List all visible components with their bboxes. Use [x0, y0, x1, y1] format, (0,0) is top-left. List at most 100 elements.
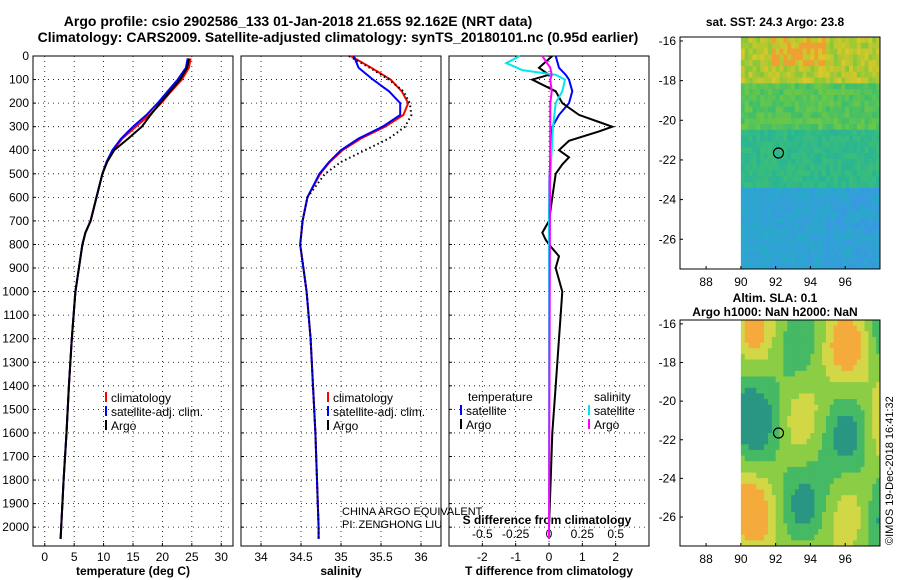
map-cell — [794, 124, 800, 131]
map-cell — [783, 48, 788, 55]
map-cell — [779, 77, 784, 84]
map-cell — [841, 48, 846, 55]
map-cell — [760, 71, 765, 78]
map-cell — [798, 325, 804, 332]
map-cell — [833, 60, 838, 67]
map-cell — [779, 118, 784, 125]
map-cell — [779, 331, 784, 338]
map-cell — [740, 348, 746, 355]
map-cell — [767, 348, 773, 355]
map-cell — [868, 325, 873, 332]
map-cell — [868, 234, 873, 241]
map-cell — [856, 187, 862, 194]
map-cell — [806, 42, 811, 49]
map-cell — [818, 182, 823, 189]
map-cell — [818, 199, 823, 206]
map-cell — [806, 228, 811, 235]
map-cell — [872, 240, 877, 247]
map-cell — [818, 66, 823, 73]
map-cell — [764, 320, 769, 327]
map-cell — [775, 170, 780, 177]
map-cell — [787, 529, 792, 536]
map-cell — [775, 444, 780, 451]
map-cell — [814, 141, 819, 148]
map-cell — [845, 421, 850, 428]
map-cell — [764, 66, 769, 73]
map-cell — [852, 66, 858, 73]
map-cell — [841, 263, 846, 270]
map-cell — [791, 245, 796, 252]
map-cell — [806, 461, 811, 468]
map-cell — [860, 211, 865, 218]
map-cell — [783, 182, 788, 189]
map-cell — [744, 106, 749, 113]
map-cell — [802, 48, 807, 55]
map-cell — [864, 393, 869, 400]
map-cell — [872, 534, 877, 541]
map-cell — [833, 512, 838, 519]
map-cell — [744, 89, 749, 96]
map-cell — [822, 393, 827, 400]
map-cell — [756, 376, 761, 383]
map-cell — [872, 489, 877, 496]
map-cell — [760, 444, 765, 451]
map-cell — [849, 141, 854, 148]
y-tick-label: 900 — [9, 261, 29, 275]
map-cell — [837, 199, 842, 206]
map-cell — [818, 359, 823, 366]
map-cell — [806, 433, 811, 440]
map-cell — [825, 342, 831, 349]
map-cell — [810, 158, 815, 165]
map-cell — [794, 483, 800, 490]
map-cell — [852, 449, 858, 456]
map-cell — [852, 187, 858, 194]
map-cell — [810, 370, 815, 377]
map-cell — [852, 54, 858, 61]
map-cell — [864, 147, 869, 154]
map-cell — [771, 187, 777, 194]
map-cell — [825, 466, 831, 473]
map-cell — [872, 60, 877, 67]
map-cell — [852, 427, 858, 434]
map-cell — [872, 89, 877, 96]
map-cell — [806, 529, 811, 536]
map-cell — [748, 193, 753, 200]
map-cell — [856, 399, 862, 406]
map-cell — [794, 187, 800, 194]
map-cell — [806, 387, 811, 394]
map-cell — [752, 60, 757, 67]
map-cell — [825, 176, 831, 183]
map-cell — [876, 517, 881, 524]
map-cell — [752, 404, 757, 411]
map-cell — [748, 245, 753, 252]
map-cell — [752, 410, 757, 417]
x-tick-label: 15 — [126, 550, 140, 564]
map-cell — [852, 534, 858, 541]
map-cell — [752, 147, 757, 154]
map-cell — [814, 393, 819, 400]
map-cell — [767, 461, 773, 468]
map-cell — [798, 534, 804, 541]
map-cell — [849, 466, 854, 473]
map-cell — [756, 336, 761, 343]
map-cell — [818, 320, 823, 327]
map-cell — [802, 222, 807, 229]
map-x-tick-label: 94 — [804, 275, 818, 289]
map-cell — [876, 444, 881, 451]
map-cell — [852, 376, 858, 383]
map-cell — [794, 410, 800, 417]
map-cell — [748, 228, 753, 235]
map-cell — [833, 466, 838, 473]
map-cell — [748, 427, 753, 434]
map-cell — [810, 182, 815, 189]
map-cell — [794, 433, 800, 440]
map-cell — [876, 455, 881, 462]
map-cell — [876, 512, 881, 519]
map-cell — [756, 466, 761, 473]
map-cell — [744, 176, 749, 183]
map-cell — [779, 141, 784, 148]
map-cell — [837, 182, 842, 189]
map-cell — [833, 135, 838, 142]
map-cell — [856, 529, 862, 536]
map-cell — [852, 444, 858, 451]
